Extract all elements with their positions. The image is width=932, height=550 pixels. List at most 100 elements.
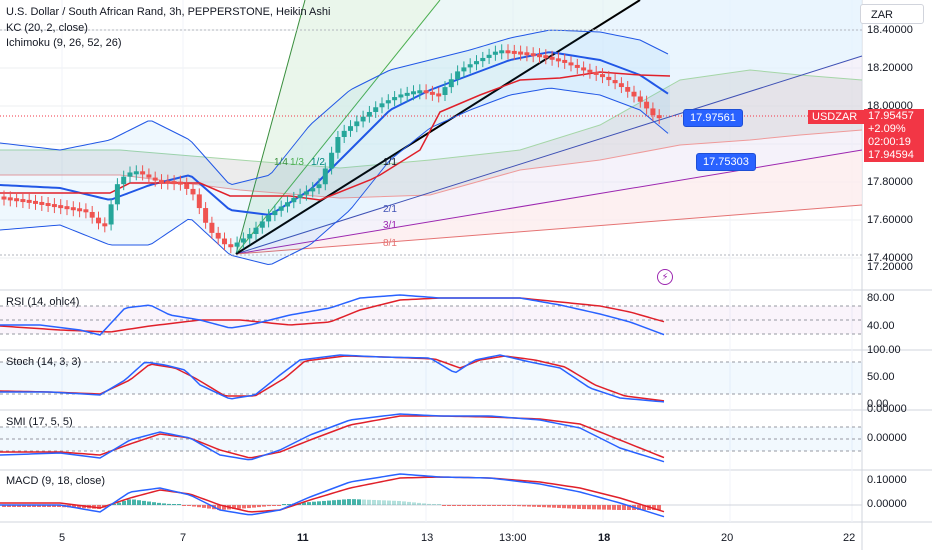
fan-label-1-4: 1/4	[274, 157, 288, 168]
candle-body	[404, 92, 410, 96]
x-tick-label: 13:00	[499, 532, 527, 544]
change-tag: +2.09%	[864, 122, 924, 136]
macd-histogram-bar	[27, 505, 31, 507]
candle-body	[448, 79, 454, 88]
candle-body	[581, 67, 587, 71]
macd-histogram-bar	[547, 505, 551, 508]
macd-histogram-bar	[587, 505, 591, 510]
macd-histogram-bar	[262, 505, 266, 507]
currency-selector[interactable]: ZAR	[860, 4, 924, 24]
macd-histogram-bar	[642, 505, 646, 510]
candle-body	[474, 61, 479, 65]
stoch-legend[interactable]: Stoch (14, 3, 3)	[6, 356, 82, 368]
candle-body	[39, 201, 45, 205]
ichimoku-span-a	[0, 69, 863, 169]
macd-histogram-bar	[597, 505, 601, 510]
macd-histogram-bar	[352, 499, 356, 505]
macd-histogram-bar	[422, 503, 426, 505]
macd-histogram-bar	[22, 505, 26, 507]
macd-histogram-bar	[592, 505, 596, 510]
macd-histogram-bar	[482, 505, 486, 506]
macd-histogram-bar	[367, 499, 371, 505]
kc-legend[interactable]: KC (20, 2, close)	[6, 22, 88, 34]
candle-body	[379, 103, 385, 108]
macd-histogram-bar	[162, 503, 166, 505]
candle-body	[209, 222, 215, 233]
macd-histogram-bar	[497, 505, 501, 506]
candle-body	[442, 87, 448, 95]
macd-histogram-bar	[457, 505, 461, 506]
macd-line	[0, 473, 665, 518]
macd-histogram-bar	[57, 505, 61, 507]
candle-body	[455, 71, 461, 80]
candle-body	[543, 55, 549, 59]
macd-histogram-bar	[537, 505, 541, 507]
macd-histogram-bar	[282, 504, 286, 505]
macd-histogram-bar	[177, 504, 181, 505]
x-tick-label: 5	[59, 532, 66, 544]
ichimoku-legend[interactable]: Ichimoku (9, 26, 52, 26)	[6, 37, 122, 49]
macd-legend[interactable]: MACD (9, 18, close)	[6, 475, 106, 487]
candle-body	[146, 174, 152, 178]
macd-histogram-bar	[377, 500, 381, 505]
candle-body	[341, 130, 347, 137]
candle-body	[562, 59, 568, 63]
macd-histogram-bar	[617, 505, 621, 510]
price-marker-lower[interactable]: 17.75303	[696, 153, 756, 171]
candle-body	[625, 87, 631, 92]
macd-histogram-bar	[182, 505, 186, 506]
macd-histogram-bar	[347, 499, 351, 505]
macd-histogram-bar	[312, 501, 316, 505]
candle-body	[108, 204, 114, 225]
macd-histogram-bar	[527, 505, 531, 507]
candle-body	[373, 107, 379, 112]
candle-body	[530, 53, 536, 57]
candle-body	[51, 204, 57, 208]
candle-body	[297, 194, 303, 198]
candle-body	[322, 168, 328, 185]
smi-legend[interactable]: SMI (17, 5, 5)	[6, 416, 73, 428]
rsi-line	[0, 294, 665, 336]
candle-body	[398, 94, 404, 98]
macd-histogram-bar	[417, 502, 421, 505]
y-tick-label: 18.40000	[867, 24, 913, 36]
last-price-tag: 17.95457	[864, 109, 924, 123]
candle-body	[152, 177, 158, 181]
candle-body	[549, 56, 555, 60]
stoch-tick-label: 50.00	[867, 371, 895, 383]
macd-histogram-bar	[447, 505, 451, 506]
candle-body	[184, 183, 190, 189]
rsi-legend[interactable]: RSI (14, ohlc4)	[6, 296, 80, 308]
candle-body	[121, 176, 127, 185]
candle-body	[159, 180, 164, 184]
candle-body	[96, 217, 101, 224]
macd-histogram-bar	[147, 501, 151, 505]
fan-label-1-1: 1/1	[383, 157, 397, 168]
x-tick-label: 20	[721, 532, 734, 544]
macd-histogram-bar	[507, 505, 511, 506]
candle-body	[247, 234, 253, 239]
fan-line-1-1	[235, 0, 641, 255]
ichimoku-base-line	[0, 71, 671, 201]
macd-histogram-bar	[517, 505, 521, 507]
macd-histogram-bar	[342, 499, 346, 505]
macd-histogram-bar	[307, 502, 311, 505]
macd-histogram-bar	[42, 505, 46, 507]
lightning-icon[interactable]: ⚡	[657, 269, 673, 285]
macd-histogram-bar	[357, 499, 361, 505]
candle-body	[89, 211, 95, 218]
macd-histogram-bar	[217, 505, 221, 510]
macd-histogram-bar	[612, 505, 616, 510]
macd-histogram-bar	[467, 505, 471, 506]
macd-histogram-bar	[572, 505, 576, 509]
macd-histogram-bar	[272, 505, 276, 506]
candle-body	[486, 54, 492, 58]
candle-body	[33, 200, 38, 204]
macd-histogram-bar	[122, 501, 126, 505]
macd-histogram-bar	[602, 505, 606, 510]
price-marker-upper[interactable]: 17.97561	[683, 109, 743, 127]
macd-histogram-bar	[582, 505, 586, 510]
macd-histogram-bar	[317, 501, 321, 505]
